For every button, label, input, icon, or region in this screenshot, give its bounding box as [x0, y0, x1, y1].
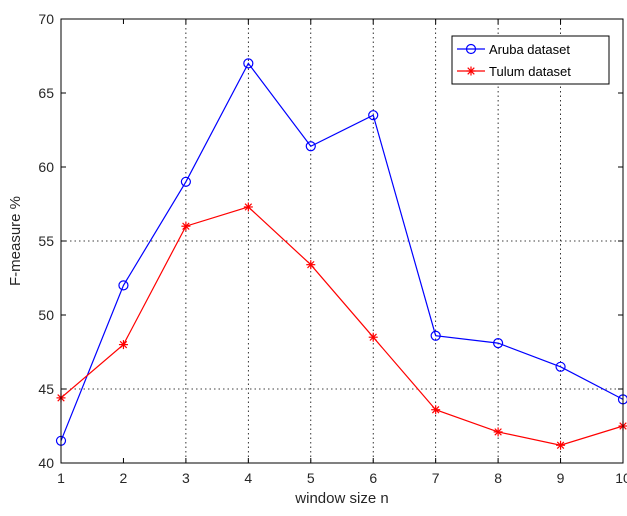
- x-tick-label: 9: [557, 470, 565, 486]
- marker-stroke: [369, 333, 377, 341]
- marker-stroke: [467, 67, 475, 75]
- data-point: [430, 330, 441, 341]
- y-tick-label: 70: [38, 11, 54, 27]
- data-point: [118, 280, 129, 291]
- marker-stroke: [119, 340, 128, 349]
- legend-marker: [466, 66, 476, 76]
- y-tick-label: 65: [38, 85, 54, 101]
- marker-stroke: [431, 405, 440, 414]
- y-tick-label: 50: [38, 307, 54, 323]
- legend-entry-label: Tulum dataset: [489, 64, 571, 79]
- y-tick-label: 60: [38, 159, 54, 175]
- data-point: [118, 340, 128, 350]
- x-tick-label: 1: [57, 470, 65, 486]
- data-point: [493, 427, 503, 437]
- data-point: [368, 110, 379, 121]
- data-point: [431, 405, 441, 415]
- x-tick-label: 8: [494, 470, 502, 486]
- marker-stroke: [494, 428, 502, 436]
- data-point: [493, 338, 504, 349]
- x-tick-label: 7: [432, 470, 440, 486]
- legend-box: [451, 35, 610, 85]
- y-axis-label: F-measure %: [7, 196, 24, 286]
- x-tick-label: 5: [307, 470, 315, 486]
- x-tick-label: 2: [120, 470, 128, 486]
- data-point: [180, 176, 191, 187]
- data-series: [55, 58, 627, 450]
- data-point: [306, 260, 316, 270]
- x-tick-label: 6: [369, 470, 377, 486]
- data-point: [555, 361, 566, 372]
- legend: Aruba dataset Tulum dataset: [451, 35, 610, 85]
- series-1: [56, 202, 627, 450]
- legend-entry-label: Aruba dataset: [489, 42, 570, 57]
- y-tick-label: 55: [38, 233, 54, 249]
- x-tick-label: 4: [244, 470, 252, 486]
- data-point: [305, 141, 316, 152]
- grid-lines: [61, 19, 623, 463]
- x-tick-label: 10: [615, 470, 627, 486]
- data-point: [243, 58, 254, 69]
- marker-stroke: [307, 260, 315, 269]
- data-point: [243, 202, 253, 212]
- x-tick-label: 3: [182, 470, 190, 486]
- series-line: [60, 62, 624, 442]
- data-point: [556, 440, 566, 450]
- series-0: [55, 58, 627, 446]
- x-axis-label: window size n: [294, 490, 388, 507]
- series-line: [60, 206, 624, 446]
- data-point: [368, 332, 378, 342]
- legend-marker: [465, 43, 477, 55]
- data-point: [181, 221, 191, 231]
- y-tick-label: 40: [38, 455, 54, 471]
- marker-stroke: [556, 441, 565, 449]
- marker-stroke: [182, 222, 190, 230]
- marker-stroke: [244, 203, 253, 211]
- y-tick-label: 45: [38, 381, 54, 397]
